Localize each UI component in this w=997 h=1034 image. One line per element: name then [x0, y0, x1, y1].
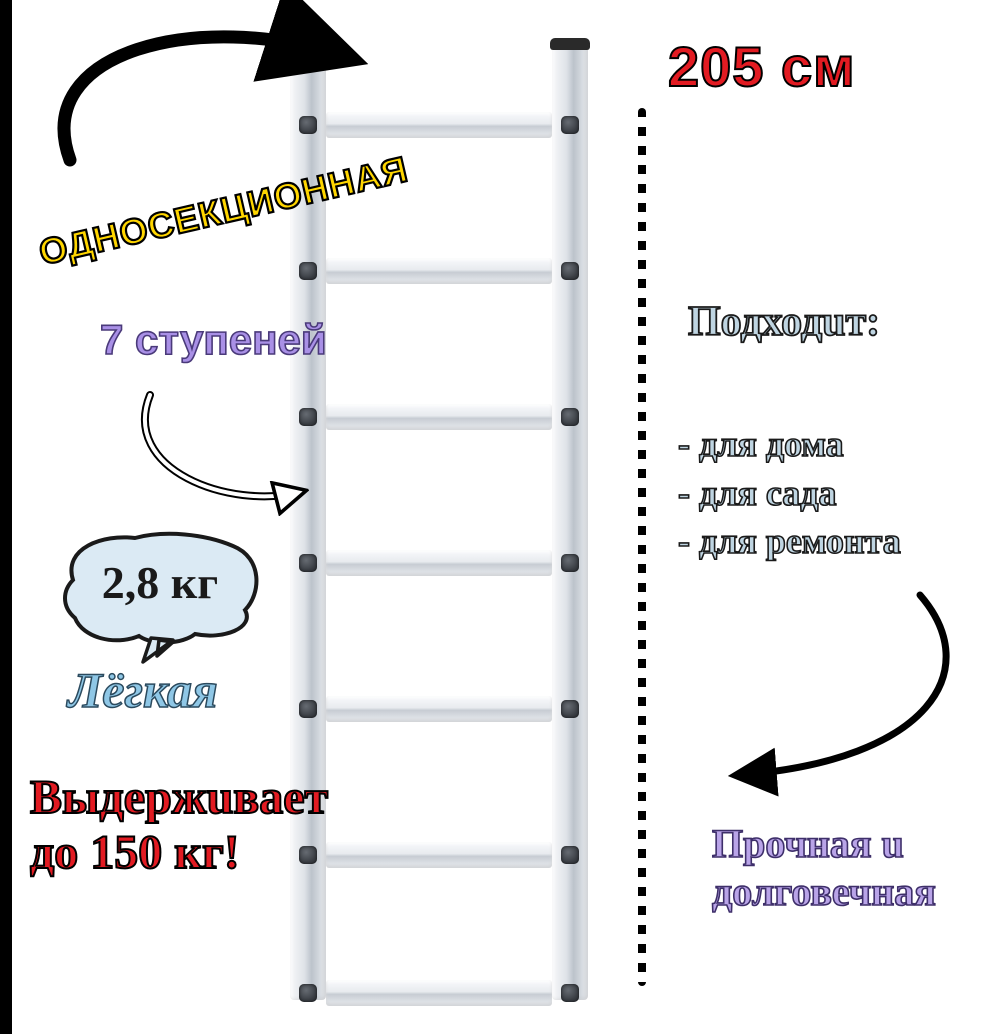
ladder-rung — [326, 258, 552, 284]
fits-item: - для ремонта — [678, 517, 901, 566]
fits-item: - для сада — [678, 469, 901, 518]
weight-bubble: 2,8 кг — [55, 528, 265, 646]
ladder-rung — [326, 842, 552, 868]
holds-label: Выдержuвает до 150 кг! — [30, 770, 328, 880]
fits-header: Подходuт: — [688, 300, 880, 344]
rail-cap — [288, 38, 328, 50]
ladder-rung — [326, 550, 552, 576]
light-label: Лёгкая — [68, 664, 218, 717]
fits-list: - для дома - для сада - для ремонта — [678, 420, 901, 566]
holds-label-line1: Выдержuвает — [30, 771, 328, 824]
ladder-rung — [326, 404, 552, 430]
durable-line1: Прочная u — [712, 821, 904, 866]
rail-cap — [550, 38, 590, 50]
height-dashed-ruler — [638, 108, 646, 986]
ladder-rung — [326, 112, 552, 138]
weight-label: 2,8 кг — [55, 528, 265, 636]
durable-label: Прочная u долговечная — [712, 820, 936, 916]
left-border-bar — [0, 0, 12, 1034]
height-label: 205 см — [668, 38, 856, 97]
single-section-label: ОДНОСЕКЦИОННАЯ — [35, 148, 412, 274]
ladder-rung — [326, 696, 552, 722]
fits-item: - для дома — [678, 420, 901, 469]
durable-line2: долговечная — [712, 869, 936, 914]
holds-label-line2: до 150 кг! — [30, 826, 240, 879]
ladder-rung — [326, 980, 552, 1006]
steps-label: 7 ступеней — [100, 318, 327, 362]
